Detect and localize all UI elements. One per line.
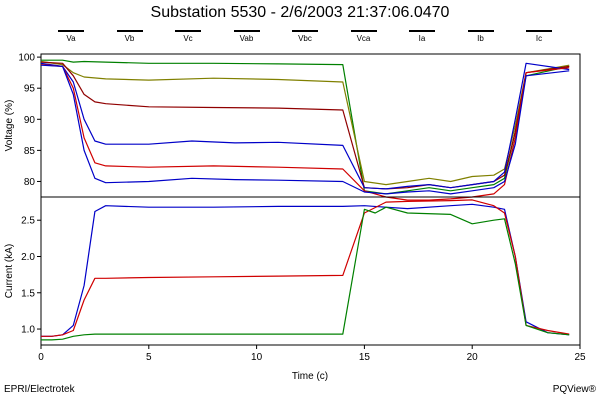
legend-item-va: Va bbox=[58, 30, 84, 43]
legend-label: Vab bbox=[239, 34, 254, 43]
voltage-y-label: Voltage (%) bbox=[4, 100, 15, 152]
voltage-series-1 bbox=[40, 60, 570, 186]
y-tick-label: 2.0 bbox=[21, 252, 35, 263]
y-tick-label: 2.5 bbox=[21, 216, 35, 227]
legend-bar bbox=[292, 30, 318, 32]
legend-item-vca: Vca bbox=[350, 30, 377, 43]
y-tick-label: 95 bbox=[24, 84, 36, 95]
x-tick-label: 10 bbox=[251, 352, 263, 363]
x-tick-label: 20 bbox=[467, 352, 479, 363]
legend-item-ic: Ic bbox=[526, 30, 552, 43]
legend-label: Vbc bbox=[298, 34, 312, 43]
y-tick-label: 1.5 bbox=[21, 288, 35, 299]
y-tick-label: 90 bbox=[24, 115, 36, 126]
current-series-2 bbox=[41, 206, 570, 341]
legend-label: Ic bbox=[535, 34, 543, 43]
legend-label: Ib bbox=[477, 34, 484, 43]
legend-bar bbox=[526, 30, 552, 32]
legend-label: Vc bbox=[183, 34, 193, 43]
footer-left: EPRI/Electrotek bbox=[4, 384, 75, 395]
x-axis-label: Time (c) bbox=[292, 371, 328, 382]
x-tick-label: 15 bbox=[359, 352, 371, 363]
voltage-panel: 80 85 90 95 100 Voltage (%) bbox=[4, 53, 581, 201]
current-y-label: Current (kA) bbox=[4, 244, 15, 298]
legend-bar bbox=[233, 30, 260, 32]
x-tick-label: 5 bbox=[146, 352, 152, 363]
y-tick-label: 100 bbox=[18, 53, 35, 64]
voltage-frame bbox=[40, 53, 581, 198]
legend-bar bbox=[350, 30, 377, 32]
current-frame bbox=[40, 196, 581, 346]
legend-bar bbox=[467, 30, 494, 32]
current-series-0 bbox=[41, 203, 570, 337]
legend-item-vbc: Vbc bbox=[292, 30, 318, 43]
legend-item-vb: Vb bbox=[116, 30, 143, 43]
legend-bar bbox=[175, 30, 201, 32]
x-tick-label: 0 bbox=[38, 352, 44, 363]
legend-label: Ia bbox=[418, 34, 426, 43]
legend-bar bbox=[409, 30, 435, 32]
legend-label: Vca bbox=[356, 34, 371, 43]
legend-label: Va bbox=[66, 34, 76, 43]
legend-item-ib: Ib bbox=[467, 30, 494, 43]
voltage-series-4 bbox=[40, 64, 570, 201]
current-series-1 bbox=[41, 199, 570, 337]
legend-item-ia: Ia bbox=[409, 30, 435, 43]
voltage-series-5 bbox=[40, 64, 570, 195]
legend-bar bbox=[58, 30, 84, 32]
y-tick-label: 1.0 bbox=[21, 325, 35, 336]
legend: Va Vb Vc Vab Vbc Vca Ia Ib Ic bbox=[0, 0, 600, 50]
legend-label: Vb bbox=[124, 34, 135, 43]
legend-item-vc: Vc bbox=[175, 30, 201, 43]
y-tick-label: 80 bbox=[24, 177, 36, 188]
current-panel: 1.0 1.5 2.0 2.5 Current (kA) 0 5 10 15 20 25 Time (… bbox=[4, 196, 586, 382]
footer-right: PQView® bbox=[552, 384, 596, 395]
voltage-series-3 bbox=[40, 62, 570, 190]
chart-title: Substation 5530 - 2/6/2003 21:37:06.0470 bbox=[150, 4, 450, 21]
legend-bar bbox=[116, 30, 143, 32]
x-tick-label: 25 bbox=[574, 352, 586, 363]
y-tick-label: 85 bbox=[24, 146, 36, 157]
legend-item-vab: Vab bbox=[233, 30, 260, 43]
